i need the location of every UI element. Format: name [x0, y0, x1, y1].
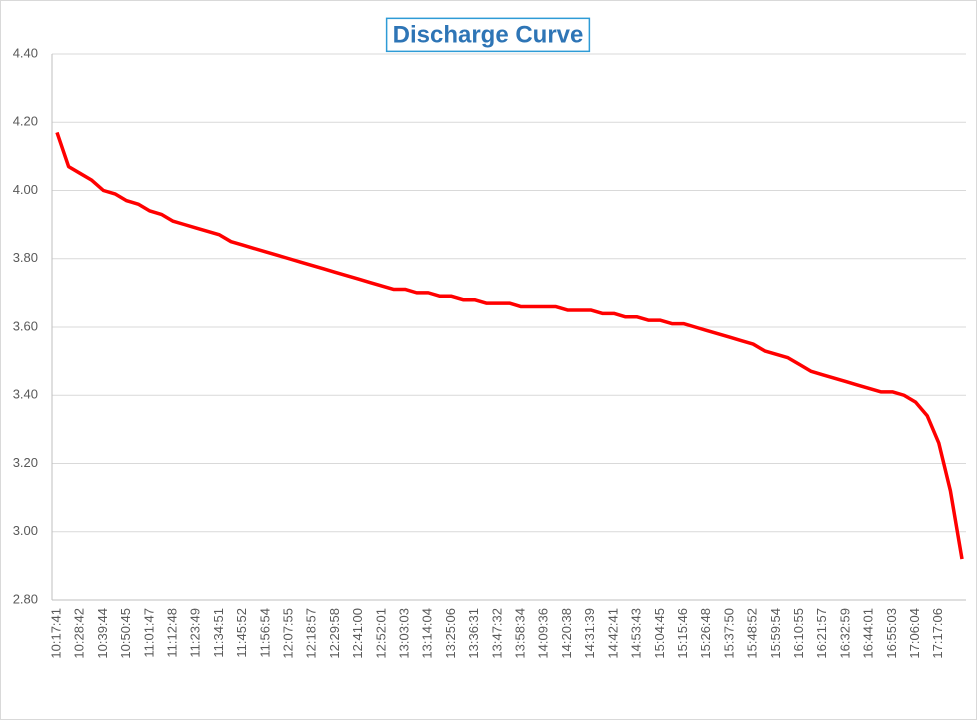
data-line: [55, 131, 964, 560]
x-tick-label: 15:37:50: [721, 608, 736, 659]
x-tick-label: 14:31:39: [582, 608, 597, 659]
chart-title: Discharge Curve: [393, 21, 584, 48]
x-tick-label: 12:29:58: [327, 608, 342, 659]
x-tick-label: 11:45:52: [234, 608, 249, 658]
x-tick-label: 11:12:48: [164, 608, 179, 658]
x-tick-label: 10:50:45: [118, 608, 133, 659]
x-tick-label: 15:26:48: [698, 608, 713, 659]
y-tick-label: 3.40: [13, 387, 38, 402]
x-tick-label: 16:10:55: [791, 608, 806, 659]
x-tick-label: 15:59:54: [768, 608, 783, 659]
x-tick-label: 16:32:59: [837, 608, 852, 659]
x-tick-label: 10:17:41: [48, 608, 63, 659]
y-tick-label: 4.40: [13, 45, 38, 60]
x-tick-label: 14:53:43: [629, 608, 644, 659]
x-tick-label: 17:17:06: [930, 608, 945, 659]
y-tick-label: 3.80: [13, 250, 38, 265]
x-tick-label: 17:06:04: [907, 608, 922, 659]
x-tick-label: 12:18:57: [304, 608, 319, 659]
x-tick-label: 15:04:45: [652, 608, 667, 659]
x-tick-label: 11:56:54: [257, 608, 272, 658]
x-tick-label: 11:34:51: [211, 608, 226, 658]
x-tick-label: 13:36:31: [466, 608, 481, 659]
x-tick-label: 16:21:57: [814, 608, 829, 659]
x-tick-label: 13:25:06: [443, 608, 458, 659]
x-tick-label: 10:28:42: [72, 608, 87, 659]
x-tick-label: 16:44:01: [861, 608, 876, 659]
x-tick-label: 14:09:36: [536, 608, 551, 659]
x-tick-label: 16:55:03: [884, 608, 899, 659]
x-tick-label: 13:58:34: [513, 608, 528, 659]
y-tick-label: 4.20: [13, 114, 38, 129]
x-tick-label: 14:42:41: [605, 608, 620, 659]
x-tick-label: 15:15:46: [675, 608, 690, 659]
x-tick-label: 11:01:47: [141, 608, 156, 658]
x-tick-label: 11:23:49: [188, 608, 203, 658]
y-tick-label: 3.60: [13, 318, 38, 333]
y-tick-label: 2.80: [13, 591, 38, 606]
y-tick-label: 4.00: [13, 182, 38, 197]
x-tick-label: 14:20:38: [559, 608, 574, 659]
x-tick-label: 12:41:00: [350, 608, 365, 659]
title-box: [385, 17, 591, 53]
y-tick-label: 3.00: [13, 523, 38, 538]
x-tick-label: 12:07:55: [280, 608, 295, 659]
x-tick-label: 13:03:03: [397, 608, 412, 659]
x-tick-label: 12:52:01: [373, 608, 388, 659]
x-tick-label: 13:14:04: [420, 608, 435, 659]
x-tick-label: 10:39:44: [95, 608, 110, 659]
x-tick-label: 13:47:32: [489, 608, 504, 659]
x-tick-label: 15:48:52: [745, 608, 760, 659]
y-tick-label: 3.20: [13, 455, 38, 470]
